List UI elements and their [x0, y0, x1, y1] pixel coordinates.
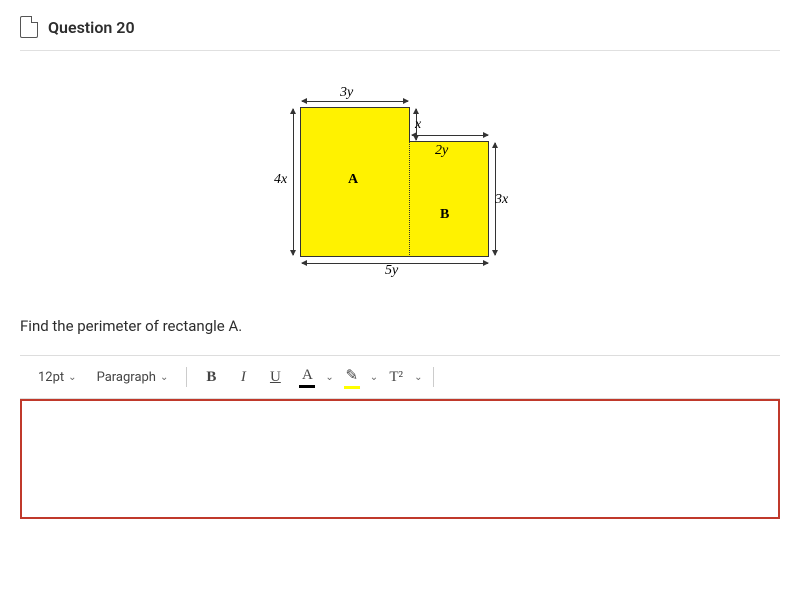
dim-label-2y: 2y [435, 143, 448, 159]
editor-toolbar: 12pt ⌄ Paragraph ⌄ B I U A ⌄ ✎ ⌄ T² ⌄ [20, 355, 780, 399]
chevron-down-icon[interactable]: ⌄ [414, 372, 422, 383]
chevron-down-icon: ⌄ [68, 372, 76, 383]
highlight-color-bar [344, 386, 360, 389]
toolbar-divider [433, 367, 434, 387]
region-a-label: A [348, 172, 358, 188]
dim-label-x: x [415, 117, 421, 133]
region-b [409, 141, 489, 257]
paragraph-style-select[interactable]: Paragraph ⌄ [89, 366, 177, 389]
region-b-label: B [440, 207, 449, 223]
highlight-button[interactable]: ✎ [338, 364, 366, 390]
toolbar-divider [186, 367, 187, 387]
answer-editor[interactable] [20, 399, 780, 519]
question-title: Question 20 [48, 18, 135, 37]
chevron-down-icon: ⌄ [160, 372, 168, 383]
text-color-button[interactable]: A [293, 364, 321, 390]
bold-button[interactable]: B [197, 364, 225, 390]
highlight-icon: ✎ [345, 366, 358, 385]
paragraph-style-value: Paragraph [97, 370, 156, 385]
question-container: Question 20 A B 3y 4x x 2y 3x 5y Find th… [0, 0, 800, 600]
text-color-letter: A [302, 367, 313, 384]
question-header: Question 20 [20, 16, 780, 51]
font-size-select[interactable]: 12pt ⌄ [30, 366, 85, 389]
italic-button[interactable]: I [229, 364, 257, 390]
dim-label-3x: 3x [495, 192, 508, 208]
page-icon [20, 16, 38, 38]
text-color-bar [299, 385, 315, 388]
dim-label-5y: 5y [385, 263, 398, 279]
l-shape-diagram: A B 3y 4x x 2y 3x 5y [260, 87, 540, 287]
dim-label-3y: 3y [340, 85, 353, 101]
question-prompt: Find the perimeter of rectangle A. [20, 317, 780, 335]
chevron-down-icon[interactable]: ⌄ [325, 372, 333, 383]
dimension-arrow-top [302, 101, 408, 102]
dim-label-4x: 4x [274, 172, 287, 188]
dimension-arrow-step-h [412, 135, 488, 136]
dimension-arrow-left [293, 109, 294, 255]
diagram-area: A B 3y 4x x 2y 3x 5y [20, 67, 780, 317]
underline-button[interactable]: U [261, 364, 289, 390]
superscript-button[interactable]: T² [382, 364, 410, 390]
font-size-value: 12pt [38, 370, 64, 385]
chevron-down-icon[interactable]: ⌄ [370, 372, 378, 383]
